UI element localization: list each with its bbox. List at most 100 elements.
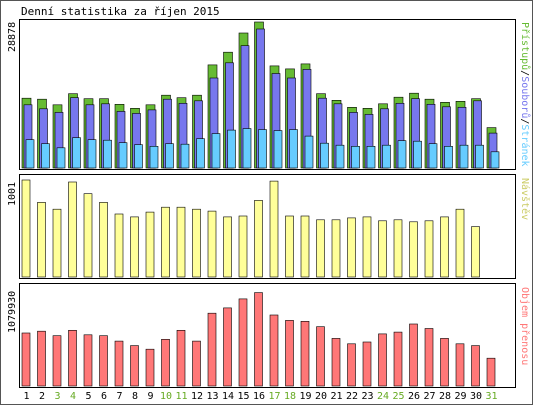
panel-visits-legend: Návštěv xyxy=(519,178,531,220)
x-tick-label: 6 xyxy=(101,391,107,402)
x-tick-label: 24 xyxy=(377,391,389,402)
bar-visits xyxy=(130,216,139,278)
x-tick-label: 16 xyxy=(253,391,265,402)
x-tick-label: 17 xyxy=(268,391,280,402)
x-tick-label: 22 xyxy=(346,391,358,402)
legend-visits-label: Návštěv xyxy=(519,178,531,220)
bar-kbytes xyxy=(300,320,310,387)
bar-pages xyxy=(273,130,283,169)
x-tick-label: 4 xyxy=(70,391,76,402)
bar-kbytes xyxy=(347,343,356,387)
bar-pages xyxy=(118,142,128,169)
bar-visits xyxy=(269,180,279,278)
panel-kbytes-ymax-label: 1079930 xyxy=(7,291,18,333)
x-tick-label: 20 xyxy=(315,391,327,402)
svg-text:Přístupů/Souborů/Stránek: Přístupů/Souborů/Stránek xyxy=(519,22,531,167)
bar-kbytes xyxy=(393,331,403,387)
bar-visits xyxy=(161,206,170,278)
bar-kbytes xyxy=(440,338,449,387)
bar-visits xyxy=(68,181,77,278)
bar-kbytes xyxy=(331,338,341,387)
x-tick-label: 1 xyxy=(23,391,29,402)
panel-kbytes-legend: Objem přenosu xyxy=(519,287,531,365)
x-tick-label: 29 xyxy=(454,391,466,402)
bar-kbytes xyxy=(21,332,31,387)
bar-visits xyxy=(238,215,248,278)
legend-hits-label: Přístupů xyxy=(519,22,531,70)
bar-pages xyxy=(134,144,143,169)
legend-kbytes-label: Objem přenosu xyxy=(519,287,531,365)
bar-pages xyxy=(351,146,360,169)
bar-kbytes xyxy=(161,338,170,387)
x-tick-label: 9 xyxy=(147,391,153,402)
x-tick-label: 10 xyxy=(160,391,172,402)
panel-visits-ymax-label: 1001 xyxy=(7,182,18,206)
bar-pages xyxy=(258,129,267,169)
x-tick-label: 5 xyxy=(85,391,91,402)
bar-visits xyxy=(300,215,310,278)
bar-kbytes xyxy=(83,334,93,387)
x-tick-label: 7 xyxy=(116,391,122,402)
bar-visits xyxy=(347,217,356,278)
bar-kbytes xyxy=(207,312,217,387)
bar-kbytes xyxy=(362,341,372,387)
bar-kbytes xyxy=(114,340,124,387)
bar-pages xyxy=(165,143,174,169)
legend-pages-label: Stránek xyxy=(519,124,531,166)
bar-visits xyxy=(254,200,263,278)
bar-pages xyxy=(397,140,407,169)
bar-kbytes xyxy=(37,330,46,387)
bar-pages xyxy=(335,144,345,169)
bar-pages xyxy=(103,139,112,169)
bar-pages xyxy=(304,135,314,169)
bar-kbytes xyxy=(192,340,201,387)
bar-pages xyxy=(428,143,438,169)
bar-pages xyxy=(475,144,484,169)
bar-kbytes xyxy=(254,292,263,387)
bar-pages xyxy=(413,140,422,169)
bar-visits xyxy=(316,219,325,278)
bar-pages xyxy=(320,142,329,169)
bar-pages xyxy=(25,139,35,169)
bar-visits xyxy=(471,226,480,278)
bar-kbytes xyxy=(68,329,77,387)
x-tick-label: 11 xyxy=(175,391,187,402)
x-tick-label: 27 xyxy=(423,391,435,402)
bar-visits xyxy=(52,208,62,278)
bar-visits xyxy=(409,221,418,278)
x-tick-label: 28 xyxy=(439,391,451,402)
x-tick-label: 14 xyxy=(222,391,234,402)
bar-kbytes xyxy=(176,329,186,387)
bar-visits xyxy=(424,220,434,278)
bar-pages xyxy=(490,151,500,169)
bar-visits xyxy=(393,219,403,278)
x-tick-label: 18 xyxy=(284,391,296,402)
bar-pages xyxy=(211,133,221,169)
x-tick-label: 25 xyxy=(392,391,404,402)
bar-kbytes xyxy=(455,343,465,387)
bar-kbytes xyxy=(285,320,294,387)
x-tick-label: 3 xyxy=(54,391,60,402)
x-axis-labels: 1 2 3 4 5 6 7 8 9 10 11 12 13 14 15 16 17 18 19 20 21 22 23 24 2… xyxy=(23,391,497,402)
bar-kbytes xyxy=(269,314,279,387)
bar-pages xyxy=(289,129,298,169)
x-tick-label: 30 xyxy=(470,391,482,402)
panel-hits-legend: Přístupů/Souborů/Stránek xyxy=(519,22,531,167)
bar-pages xyxy=(382,144,391,169)
bar-visits xyxy=(223,216,232,278)
bar-visits xyxy=(192,208,201,278)
bar-pages xyxy=(196,138,205,169)
bar-visits xyxy=(440,216,449,278)
bar-visits xyxy=(378,220,387,278)
bar-kbytes xyxy=(130,345,139,387)
bar-visits xyxy=(114,213,124,278)
bar-kbytes xyxy=(486,357,496,387)
legend-separator: / xyxy=(519,70,530,76)
bar-visits xyxy=(207,210,217,278)
bar-visits xyxy=(176,206,186,278)
bar-visits xyxy=(455,208,465,278)
bar-pages xyxy=(459,144,469,169)
bar-pages xyxy=(41,143,50,169)
